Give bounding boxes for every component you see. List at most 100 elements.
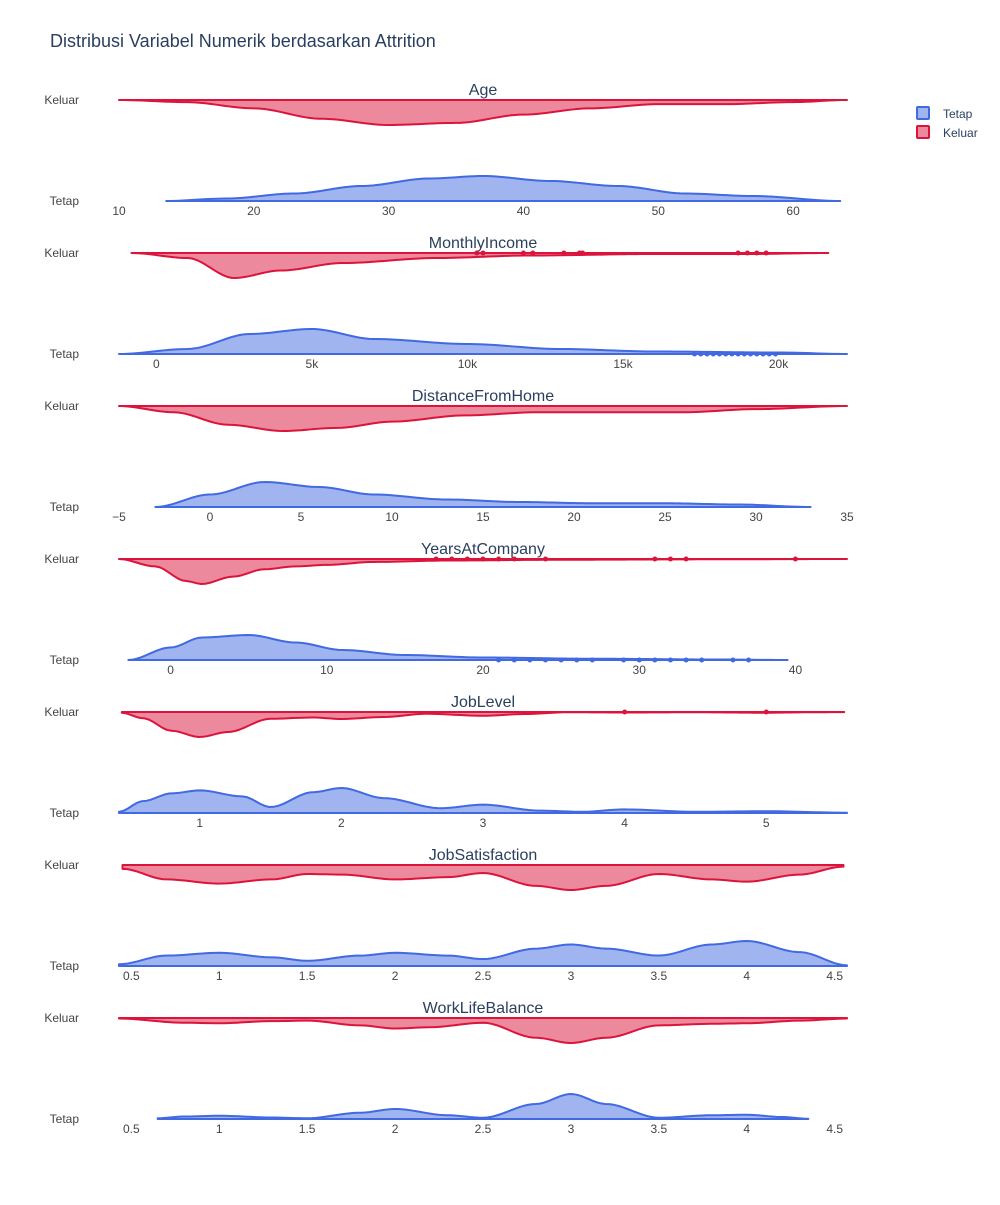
outlier-point-yearsatcompany-keluar [684, 557, 689, 562]
category-label-tetap: Tetap [50, 347, 80, 361]
outlier-point-yearsatcompany-keluar [793, 557, 798, 562]
outlier-point-yearsatcompany-tetap [527, 658, 532, 663]
x-tick-label-jobsatisfaction: 0.5 [123, 969, 140, 983]
violin-joblevel-tetap [119, 788, 847, 813]
outlier-point-monthlyincome-keluar [764, 251, 769, 256]
x-tick-label-jobsatisfaction: 3 [568, 969, 575, 983]
outlier-point-yearsatcompany-tetap [621, 658, 626, 663]
outlier-point-yearsatcompany-tetap [699, 658, 704, 663]
violin-monthlyincome-keluar [131, 253, 828, 278]
outlier-point-joblevel-keluar [764, 710, 769, 715]
x-tick-label-worklifebalance: 1.5 [299, 1122, 316, 1136]
outlier-point-monthlyincome-tetap [754, 352, 759, 357]
outlier-point-monthlyincome-tetap [736, 352, 741, 357]
violin-yearsatcompany-keluar [119, 559, 847, 584]
violin-distancefromhome-tetap [155, 482, 810, 507]
category-label-tetap: Tetap [50, 500, 80, 514]
x-tick-label-age: 60 [786, 204, 800, 218]
outlier-point-yearsatcompany-tetap [590, 658, 595, 663]
x-tick-label-distancefromhome: 30 [749, 510, 763, 524]
subplot-title-jobsatisfaction: JobSatisfaction [429, 847, 538, 864]
category-label-keluar: Keluar [44, 93, 79, 107]
category-label-tetap: Tetap [50, 194, 80, 208]
outlier-point-yearsatcompany-keluar [449, 557, 454, 562]
x-tick-label-distancefromhome: 0 [207, 510, 214, 524]
x-tick-label-jobsatisfaction: 2.5 [475, 969, 492, 983]
x-tick-label-distancefromhome: 15 [476, 510, 490, 524]
x-tick-label-worklifebalance: 3 [568, 1122, 575, 1136]
outlier-point-monthlyincome-keluar [481, 251, 486, 256]
x-tick-label-yearsatcompany: 20 [476, 663, 490, 677]
outlier-point-monthlyincome-keluar [474, 251, 479, 256]
x-tick-label-worklifebalance: 3.5 [651, 1122, 668, 1136]
outlier-point-monthlyincome-keluar [561, 251, 566, 256]
outlier-point-monthlyincome-tetap [723, 352, 728, 357]
legend-label-tetap: Tetap [943, 107, 973, 121]
outlier-point-monthlyincome-tetap [698, 352, 703, 357]
x-tick-label-joblevel: 5 [763, 816, 770, 830]
category-label-keluar: Keluar [44, 246, 79, 260]
subplot-title-yearsatcompany: YearsAtCompany [421, 541, 545, 558]
x-tick-label-distancefromhome: 35 [840, 510, 854, 524]
outlier-point-yearsatcompany-tetap [574, 658, 579, 663]
x-tick-label-yearsatcompany: 30 [633, 663, 647, 677]
x-tick-label-age: 10 [112, 204, 126, 218]
outlier-point-yearsatcompany-tetap [512, 658, 517, 663]
chart-title: Distribusi Variabel Numerik berdasarkan … [50, 31, 436, 52]
outlier-point-monthlyincome-tetap [742, 352, 747, 357]
outlier-point-yearsatcompany-keluar [543, 557, 548, 562]
outlier-point-yearsatcompany-keluar [481, 557, 486, 562]
violin-yearsatcompany-tetap [128, 635, 787, 660]
x-tick-label-jobsatisfaction: 1.5 [299, 969, 316, 983]
x-tick-label-distancefromhome: 20 [567, 510, 581, 524]
outlier-point-yearsatcompany-keluar [434, 557, 439, 562]
x-tick-label-jobsatisfaction: 2 [392, 969, 399, 983]
legend-label-keluar: Keluar [943, 126, 978, 140]
outlier-point-monthlyincome-tetap [711, 352, 716, 357]
category-label-tetap: Tetap [50, 653, 80, 667]
x-tick-label-jobsatisfaction: 1 [216, 969, 223, 983]
category-label-keluar: Keluar [44, 1011, 79, 1025]
violin-worklifebalance-keluar [119, 1018, 847, 1043]
x-tick-label-distancefromhome: −5 [112, 510, 126, 524]
x-tick-label-distancefromhome: 10 [385, 510, 399, 524]
outlier-point-yearsatcompany-tetap [730, 658, 735, 663]
x-tick-label-worklifebalance: 1 [216, 1122, 223, 1136]
outlier-point-monthlyincome-keluar [521, 251, 526, 256]
x-tick-label-worklifebalance: 0.5 [123, 1122, 140, 1136]
outlier-point-monthlyincome-keluar [745, 251, 750, 256]
x-tick-label-yearsatcompany: 10 [320, 663, 334, 677]
violin-worklifebalance-tetap [158, 1094, 809, 1119]
outlier-point-monthlyincome-tetap [767, 352, 772, 357]
outlier-point-monthlyincome-tetap [705, 352, 710, 357]
category-label-tetap: Tetap [50, 959, 80, 973]
legend-swatch-keluar [917, 126, 929, 138]
outlier-point-monthlyincome-tetap [729, 352, 734, 357]
x-tick-label-joblevel: 4 [621, 816, 628, 830]
outlier-point-yearsatcompany-keluar [496, 557, 501, 562]
outlier-point-yearsatcompany-keluar [668, 557, 673, 562]
x-tick-label-yearsatcompany: 0 [167, 663, 174, 677]
violin-jobsatisfaction-keluar [123, 865, 844, 890]
x-tick-label-monthlyincome: 20k [769, 357, 789, 371]
x-tick-label-distancefromhome: 25 [658, 510, 672, 524]
outlier-point-monthlyincome-tetap [748, 352, 753, 357]
subplot-title-worklifebalance: WorkLifeBalance [423, 1000, 544, 1017]
category-label-tetap: Tetap [50, 1112, 80, 1126]
x-tick-label-age: 50 [652, 204, 666, 218]
outlier-point-yearsatcompany-tetap [746, 658, 751, 663]
x-tick-label-jobsatisfaction: 4.5 [826, 969, 843, 983]
legend-swatch-tetap [917, 107, 929, 119]
x-tick-label-age: 20 [247, 204, 261, 218]
subplot-title-joblevel: JobLevel [451, 694, 515, 711]
category-label-keluar: Keluar [44, 552, 79, 566]
outlier-point-monthlyincome-tetap [761, 352, 766, 357]
outlier-point-monthlyincome-keluar [580, 251, 585, 256]
outlier-point-yearsatcompany-keluar [512, 557, 517, 562]
x-tick-label-worklifebalance: 4.5 [826, 1122, 843, 1136]
outlier-point-monthlyincome-tetap [717, 352, 722, 357]
outlier-point-yearsatcompany-tetap [668, 658, 673, 663]
category-label-tetap: Tetap [50, 806, 80, 820]
outlier-point-yearsatcompany-tetap [559, 658, 564, 663]
outlier-point-yearsatcompany-tetap [652, 658, 657, 663]
